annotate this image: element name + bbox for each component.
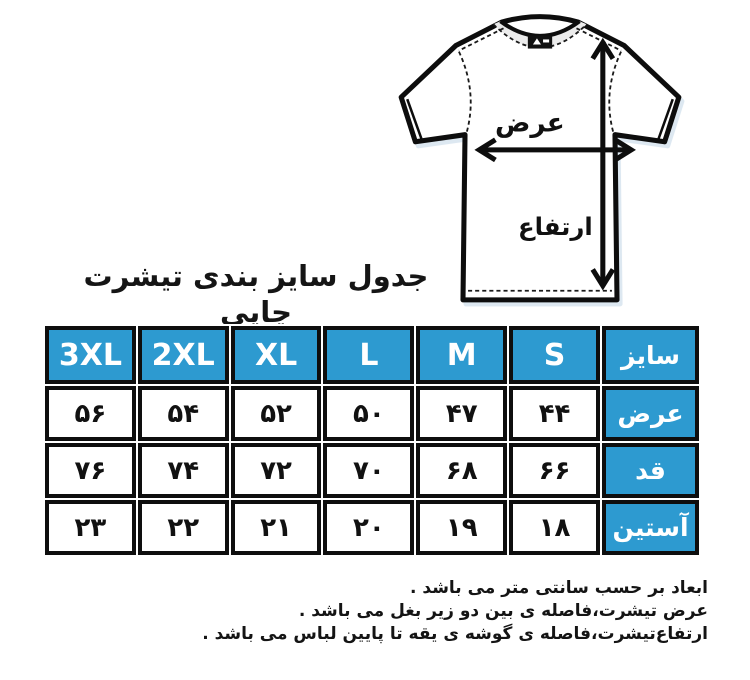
- row-label-width: عرض: [602, 386, 699, 441]
- table-row-width: ۵۶ ۵۴ ۵۲ ۵۰ ۴۷ ۴۴ عرض: [45, 386, 699, 441]
- note-units: ابعاد بر حسب سانتی متر می باشد .: [410, 578, 708, 598]
- note-width-definition: عرض تیشرت،فاصله ی بین دو زیر بغل می باشد…: [298, 601, 708, 621]
- size-value-cell: ۲۱: [230, 500, 322, 555]
- size-value-cell: ۲۳: [45, 500, 136, 555]
- height-arrow-label: ارتفاع: [518, 212, 593, 241]
- brand-tag: [527, 35, 553, 49]
- row-label-length: قد: [602, 443, 699, 498]
- size-value-cell: ۶۶: [509, 443, 600, 498]
- right-shoulder-seam: [576, 27, 622, 52]
- size-value-cell: ۷۶: [45, 443, 136, 498]
- size-value-cell: ۲۰: [323, 500, 415, 555]
- size-value-cell: ۷۴: [137, 443, 229, 498]
- size-value-cell: ۵۰: [323, 386, 415, 441]
- size-value-cell: ۵۴: [137, 386, 229, 441]
- size-table: 3XL 2XL XL L M S سایز ۵۶ ۵۴ ۵۲ ۵۰ ۴۷ ۴۴ …: [43, 324, 701, 557]
- size-value-cell: ۲۲: [137, 500, 229, 555]
- table-row-length: ۷۶ ۷۴ ۷۲ ۷۰ ۶۸ ۶۶ قد: [45, 443, 699, 498]
- column-header-2xl: 2XL: [137, 326, 229, 384]
- size-value-cell: ۷۲: [230, 443, 322, 498]
- page-title: جدول سایز بندی تیشرت چاپی: [83, 259, 429, 329]
- size-value-cell: ۵۶: [45, 386, 136, 441]
- column-header-3xl: 3XL: [45, 326, 136, 384]
- size-value-cell: ۵۲: [230, 386, 322, 441]
- table-header-row: 3XL 2XL XL L M S سایز: [45, 326, 699, 384]
- right-armhole-seam: [608, 51, 622, 135]
- size-value-cell: ۱۸: [509, 500, 600, 555]
- table-row-sleeve: ۲۳ ۲۲ ۲۱ ۲۰ ۱۹ ۱۸ آستین: [45, 500, 699, 555]
- size-value-cell: ۶۸: [416, 443, 508, 498]
- size-value-cell: ۴۴: [509, 386, 600, 441]
- row-label-sleeve: آستین: [602, 500, 699, 555]
- column-header-size: سایز: [602, 326, 699, 384]
- note-height-definition: ارتفاع‌تیشرت،فاصله ی گوشه ی یقه تا پایین…: [202, 624, 708, 644]
- left-cuff-hem: [406, 98, 423, 140]
- right-cuff-hem: [657, 98, 674, 140]
- left-shoulder-seam: [458, 27, 504, 52]
- column-header-xl: XL: [230, 326, 322, 384]
- size-value-cell: ۱۹: [416, 500, 508, 555]
- tshirt-illustration: عرض ارتفاع: [398, 14, 682, 303]
- column-header-s: S: [509, 326, 600, 384]
- size-value-cell: ۷۰: [323, 443, 415, 498]
- width-arrow-label: عرض: [495, 109, 565, 139]
- column-header-m: M: [416, 326, 508, 384]
- left-armhole-seam: [458, 51, 472, 135]
- height-arrow: [590, 37, 616, 291]
- size-value-cell: ۴۷: [416, 386, 508, 441]
- column-header-l: L: [323, 326, 415, 384]
- footnotes: ابعاد بر حسب سانتی متر می باشد . عرض تیش…: [148, 577, 708, 646]
- tshirt-diagram: عرض ارتفاع: [388, 6, 692, 310]
